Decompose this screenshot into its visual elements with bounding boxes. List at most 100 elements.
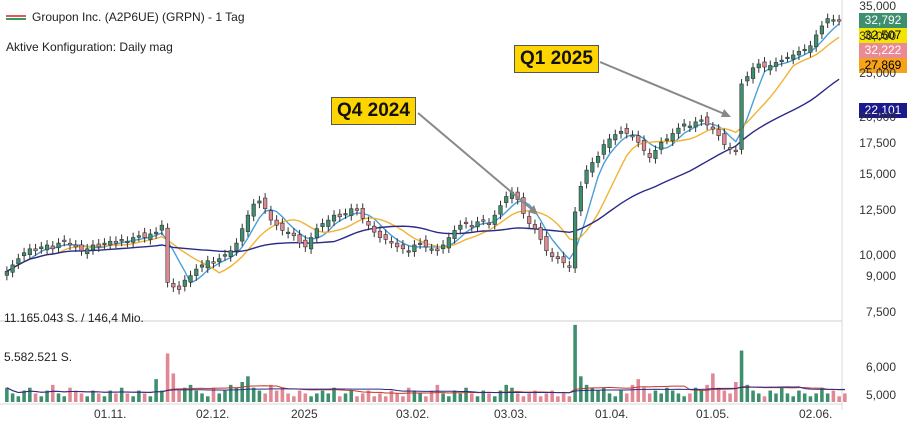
- volume-bar: [96, 393, 101, 402]
- volume-label: 11.165.043 S. / 146,4 Mio.: [4, 311, 144, 325]
- volume-bar: [228, 384, 233, 402]
- price-tick-label: 9,000: [865, 268, 896, 283]
- volume-bar: [515, 393, 520, 402]
- volume-bar: [297, 390, 302, 402]
- candle-body: [56, 242, 61, 249]
- volume-bar: [814, 393, 818, 402]
- volume-bar: [154, 379, 158, 402]
- candle-body: [819, 25, 824, 35]
- volume-bar: [556, 396, 560, 402]
- candle-body: [343, 213, 348, 216]
- volume-bar: [470, 393, 474, 402]
- candle-body: [113, 240, 119, 244]
- volume-bar: [843, 393, 847, 402]
- volume-bar: [636, 379, 641, 402]
- volume-bar: [802, 393, 807, 402]
- candle-body: [131, 237, 136, 243]
- volume-bar: [820, 387, 824, 402]
- volume-bar: [544, 393, 549, 402]
- volume-bar: [751, 390, 755, 402]
- candle-body: [22, 252, 27, 257]
- price-tag-ma-long: 27,869: [859, 58, 907, 73]
- candle-body: [119, 239, 124, 242]
- volume-bar: [538, 396, 543, 402]
- candle-body: [16, 258, 21, 265]
- volume-bar: [458, 393, 463, 402]
- candle-body: [791, 54, 796, 60]
- time-tick-label: 01.05.: [696, 407, 730, 421]
- candle-body: [624, 128, 629, 134]
- candle-body: [280, 222, 285, 231]
- volume-bar: [16, 396, 21, 402]
- volume-bar: [257, 390, 262, 402]
- volume-bar: [240, 382, 244, 402]
- candle-body: [429, 248, 434, 251]
- volume-bar: [676, 393, 681, 402]
- candle-body: [389, 241, 394, 244]
- candle-body: [136, 235, 141, 238]
- volume-bar: [527, 393, 531, 402]
- volume-bar: [492, 396, 497, 402]
- candle-body: [39, 246, 44, 250]
- volume-bar: [774, 393, 778, 402]
- volume-bar: [160, 390, 164, 402]
- volume-bar: [383, 396, 388, 402]
- volume-bar: [286, 393, 290, 402]
- volume-bar: [292, 396, 296, 402]
- volume-bar: [205, 396, 210, 402]
- volume-bar: [533, 390, 537, 402]
- price-tag-last: 32,792: [859, 13, 907, 28]
- candle-body: [142, 232, 147, 238]
- volume-bar: [711, 373, 715, 402]
- volume-bar: [665, 387, 669, 402]
- volume-bar: [510, 387, 514, 402]
- volume-bar: [79, 393, 84, 402]
- candle-body: [154, 231, 159, 235]
- price-tick-label: 20,000: [859, 109, 896, 124]
- volume-bar: [475, 396, 480, 402]
- candle-body: [498, 205, 503, 215]
- time-tick-label: 03.03.: [494, 407, 528, 421]
- volume-bar: [791, 396, 795, 402]
- volume-bar: [274, 390, 279, 402]
- candle-body: [406, 250, 411, 253]
- candle-body: [418, 242, 423, 245]
- candle-body: [96, 243, 101, 248]
- price-tick-label: 35,000: [859, 0, 896, 13]
- candle-body: [773, 62, 779, 67]
- candle-body: [268, 210, 273, 221]
- volume-bar: [315, 393, 319, 402]
- candle-body: [538, 227, 543, 240]
- volume-bar: [682, 396, 686, 402]
- volume-bar: [722, 390, 727, 402]
- legend-title: Groupon Inc. (A2P6UE) (GRPN) - 1 Tag: [32, 10, 245, 24]
- moving-average-line-3: [6, 78, 840, 272]
- volume-bar: [280, 387, 285, 402]
- volume-bar: [343, 393, 348, 402]
- volume-bar: [670, 390, 675, 402]
- candle-body: [211, 261, 216, 264]
- candle-body: [125, 240, 130, 244]
- volume-bar: [337, 396, 342, 402]
- candle-body: [222, 254, 228, 257]
- candle-body: [630, 135, 635, 138]
- volume-bar: [33, 393, 38, 402]
- volume-bar: [642, 387, 646, 402]
- volume-bar: [785, 393, 790, 402]
- volume-bar: [693, 387, 698, 402]
- volume-bar: [188, 384, 193, 402]
- candle-body: [251, 203, 256, 217]
- chart-legend: Groupon Inc. (A2P6UE) (GRPN) - 1 Tag: [6, 10, 245, 24]
- price-tick-label: 7,500: [865, 304, 896, 319]
- volume-bar: [619, 390, 623, 402]
- volume-bar: [705, 384, 709, 402]
- price-tick-label: 10,000: [859, 247, 896, 262]
- candle-body: [423, 239, 428, 248]
- volume-bar: [349, 390, 354, 402]
- arrow-q4: [417, 112, 536, 213]
- volume-bar: [447, 396, 451, 402]
- volume-bar: [481, 390, 486, 402]
- volume-bar: [62, 396, 67, 402]
- volume-bar: [68, 387, 72, 402]
- candle-body: [710, 126, 715, 130]
